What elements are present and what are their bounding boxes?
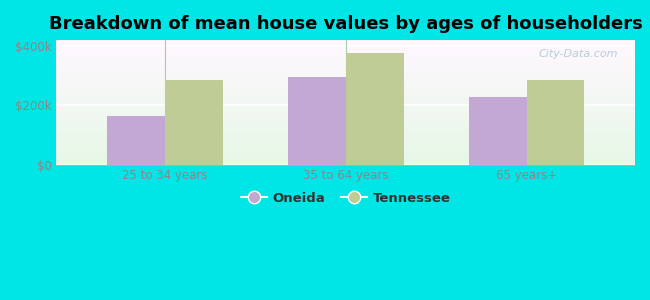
Bar — [526, 80, 584, 165]
Bar — [107, 116, 165, 165]
Bar — [288, 77, 346, 165]
Bar — [469, 97, 526, 165]
Bar — [165, 80, 223, 165]
Title: Breakdown of mean house values by ages of householders: Breakdown of mean house values by ages o… — [49, 15, 643, 33]
Text: City-Data.com: City-Data.com — [538, 49, 617, 59]
Legend: Oneida, Tennessee: Oneida, Tennessee — [235, 187, 456, 210]
Bar — [346, 52, 404, 165]
